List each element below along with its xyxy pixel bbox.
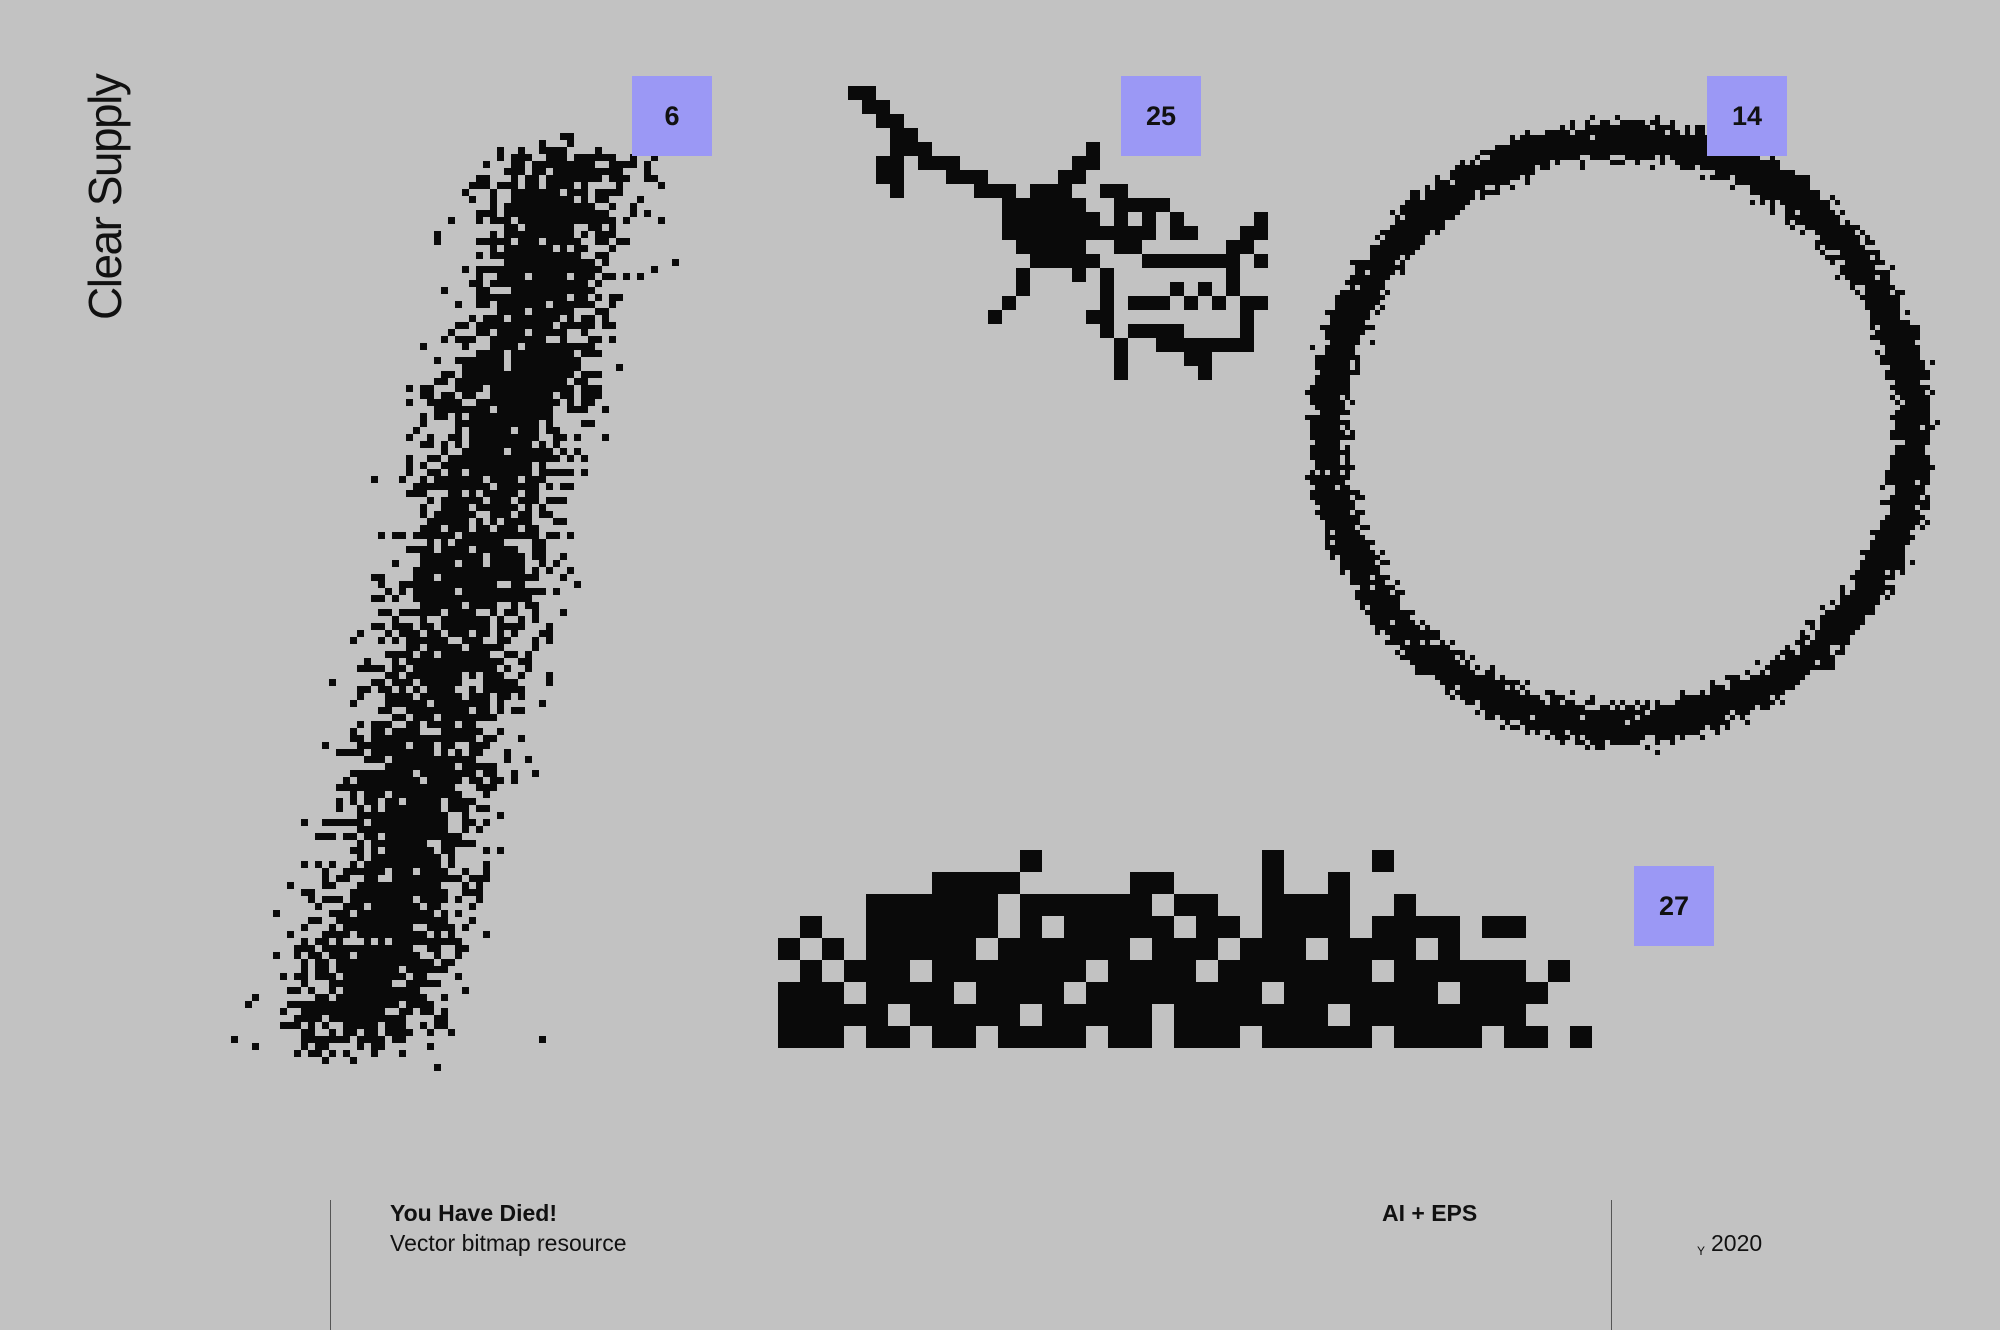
footer-subtitle: Vector bitmap resource [390, 1230, 627, 1256]
pixel-ring-shape [1305, 115, 1940, 755]
footer-title: You Have Died! [390, 1200, 557, 1226]
badge-25: 25 [1121, 76, 1201, 156]
footer-formats: AI + EPS [1382, 1200, 1478, 1226]
year-value: 2020 [1711, 1230, 1763, 1256]
pixel-stroke-shape [231, 133, 700, 1071]
badge-27: 27 [1634, 866, 1714, 946]
brand-logo: Clear Supply [79, 74, 131, 320]
divider-right [1611, 1200, 1612, 1330]
badge-6: 6 [632, 76, 712, 156]
badge-14: 14 [1707, 76, 1787, 156]
divider-left [330, 1200, 331, 1330]
pixel-bar-shape [778, 850, 1592, 1048]
year-mark: Y [1697, 1244, 1706, 1258]
pixel-splat-shape [848, 86, 1268, 380]
footer-year: Y 2020 [1697, 1230, 1762, 1258]
